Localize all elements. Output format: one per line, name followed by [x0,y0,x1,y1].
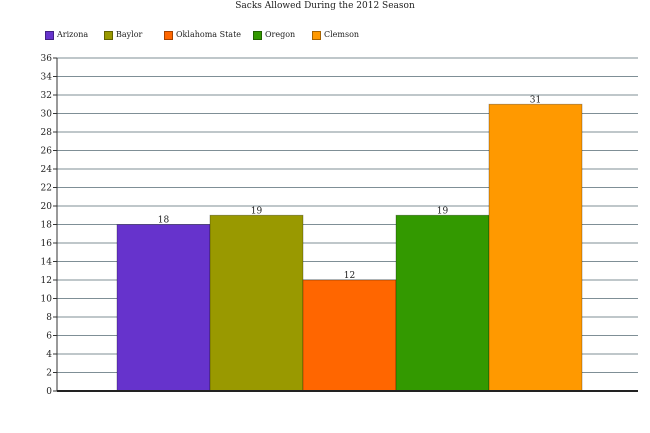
y-tick-label: 4 [46,350,52,360]
legend-label: Baylor [116,30,143,39]
legend-swatch [164,31,173,40]
bar-oregon [395,214,490,392]
chart-title: Sacks Allowed During the 2012 Season [235,1,415,11]
data-label: 18 [158,216,170,226]
y-tick-label: 12 [41,276,52,286]
data-label: 31 [530,95,541,105]
y-tick-label: 14 [41,258,53,268]
legend-swatch [253,31,262,40]
y-tick-label: 6 [46,332,52,342]
y-tick-label: 26 [41,147,53,157]
y-tick-label: 0 [46,387,52,397]
y-tick-label: 30 [41,110,53,120]
data-label: 19 [437,206,449,216]
legend-label: Arizona [57,30,89,39]
bar-oklahoma-state [302,279,397,392]
legend-swatch [104,31,113,40]
y-tick-label: 36 [41,54,53,64]
y-tick-label: 20 [41,202,53,212]
y-tick-label: 18 [41,221,53,231]
bar-baylor [209,214,304,392]
legend-label: Oklahoma State [176,30,242,39]
data-label: 12 [344,271,355,281]
y-tick-label: 28 [41,128,53,138]
data-label: 19 [251,206,263,216]
y-tick-label: 24 [41,165,53,175]
y-tick-label: 32 [41,91,52,101]
legend-label: Oregon [265,30,296,39]
bar-arizona [116,224,211,392]
y-tick-label: 16 [41,239,53,249]
y-tick-label: 2 [46,369,52,379]
bar-clemson [488,103,583,392]
legend-swatch [312,31,321,40]
y-tick-label: 34 [41,73,53,83]
legend-label: Clemson [324,30,360,39]
y-tick-label: 10 [41,295,53,305]
legend-swatch [45,31,54,40]
y-tick-label: 22 [41,184,52,194]
y-tick-label: 8 [46,313,52,323]
